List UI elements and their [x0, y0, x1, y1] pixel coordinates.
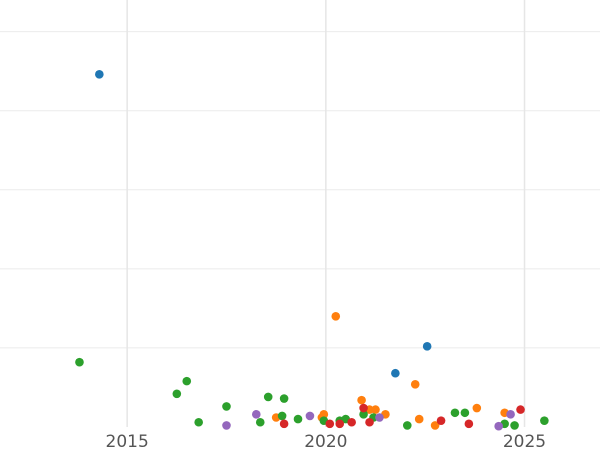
data-point: [95, 70, 104, 79]
data-point: [371, 405, 380, 414]
data-point: [279, 419, 289, 429]
data-point: [359, 403, 368, 413]
data-point: [325, 419, 335, 429]
data-point: [365, 417, 374, 427]
data-point: [472, 403, 482, 413]
data-point: [194, 417, 203, 427]
x-axis-ticks: 2015 2020 2025: [106, 432, 547, 450]
data-point: [410, 380, 420, 389]
data-point: [263, 392, 273, 402]
data-point: [222, 421, 231, 430]
data-point: [464, 419, 474, 429]
data-point: [255, 417, 265, 427]
data-point: [335, 419, 345, 429]
data-point: [319, 410, 329, 419]
data-point: [182, 376, 192, 386]
data-point: [251, 410, 261, 419]
x-tick-label: 2015: [106, 432, 149, 450]
data-point: [222, 402, 231, 411]
data-point: [516, 405, 525, 414]
data-point: [540, 416, 549, 425]
data-point: [506, 410, 515, 419]
data-point: [331, 311, 341, 321]
point-layer: [75, 70, 549, 431]
data-point: [450, 408, 460, 418]
data-point: [293, 414, 303, 424]
data-point: [357, 395, 366, 405]
x-tick-label: 2020: [304, 432, 347, 450]
data-point: [277, 411, 287, 421]
data-point: [436, 416, 446, 425]
data-point: [305, 411, 315, 421]
data-point: [460, 408, 470, 418]
data-point: [414, 414, 424, 424]
grid-layer: [0, 0, 600, 427]
data-point: [391, 368, 400, 378]
data-point: [402, 421, 412, 430]
data-point: [422, 342, 432, 351]
data-point: [279, 394, 289, 403]
data-point: [347, 417, 356, 427]
data-point: [510, 421, 519, 430]
data-point: [375, 413, 384, 422]
data-point: [359, 410, 368, 419]
data-point: [172, 389, 182, 399]
x-tick-label: 2025: [503, 432, 546, 450]
data-point: [75, 357, 84, 367]
data-point: [430, 421, 440, 430]
data-point: [494, 421, 503, 431]
